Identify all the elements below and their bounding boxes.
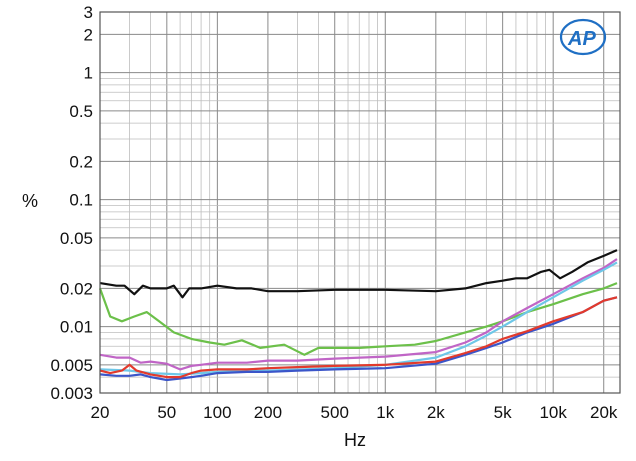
series-line-3 xyxy=(99,258,618,371)
ap-logo: AP xyxy=(559,18,607,56)
y-tick-label: 2 xyxy=(84,25,93,44)
series-line-6 xyxy=(99,296,618,379)
x-tick-label: 500 xyxy=(321,403,349,422)
grid xyxy=(99,11,620,394)
series-line-5 xyxy=(99,296,618,382)
x-tick-label: 20 xyxy=(91,403,110,422)
x-axis-label: Hz xyxy=(344,430,366,450)
y-tick-label: 0.003 xyxy=(50,384,93,403)
y-tick-label: 0.05 xyxy=(60,229,93,248)
x-tick-label: 1k xyxy=(376,403,394,422)
series-group xyxy=(98,249,618,382)
x-tick-label: 50 xyxy=(157,403,176,422)
y-tick-label: 0.01 xyxy=(60,318,93,337)
y-tick-label: 0.005 xyxy=(50,356,93,375)
series-line-2 xyxy=(98,282,618,356)
y-tick-label: 3 xyxy=(84,3,93,22)
ap-logo-text: AP xyxy=(567,28,596,50)
x-tick-label: 200 xyxy=(254,403,282,422)
y-tick-label: 0.02 xyxy=(60,279,93,298)
x-tick-label: 5k xyxy=(494,403,512,422)
y-axis-label: % xyxy=(22,191,38,211)
tick-labels: 20 50 100 200 500 1k 2k 5k 10k 20k 3 2 1 0.5 0.2 0.1 0.0… xyxy=(50,3,617,422)
series-line-1 xyxy=(99,249,618,299)
y-tick-label: 0.2 xyxy=(69,152,93,171)
series-line-4 xyxy=(99,261,618,376)
x-tick-label: 10k xyxy=(539,403,567,422)
y-tick-label: 1 xyxy=(84,64,93,83)
x-tick-label: 20k xyxy=(590,403,618,422)
y-tick-label: 0.1 xyxy=(69,191,93,210)
plot-frame xyxy=(99,11,621,394)
y-tick-label: 0.5 xyxy=(69,102,93,121)
x-tick-label: 2k xyxy=(427,403,445,422)
x-tick-label: 100 xyxy=(203,403,231,422)
